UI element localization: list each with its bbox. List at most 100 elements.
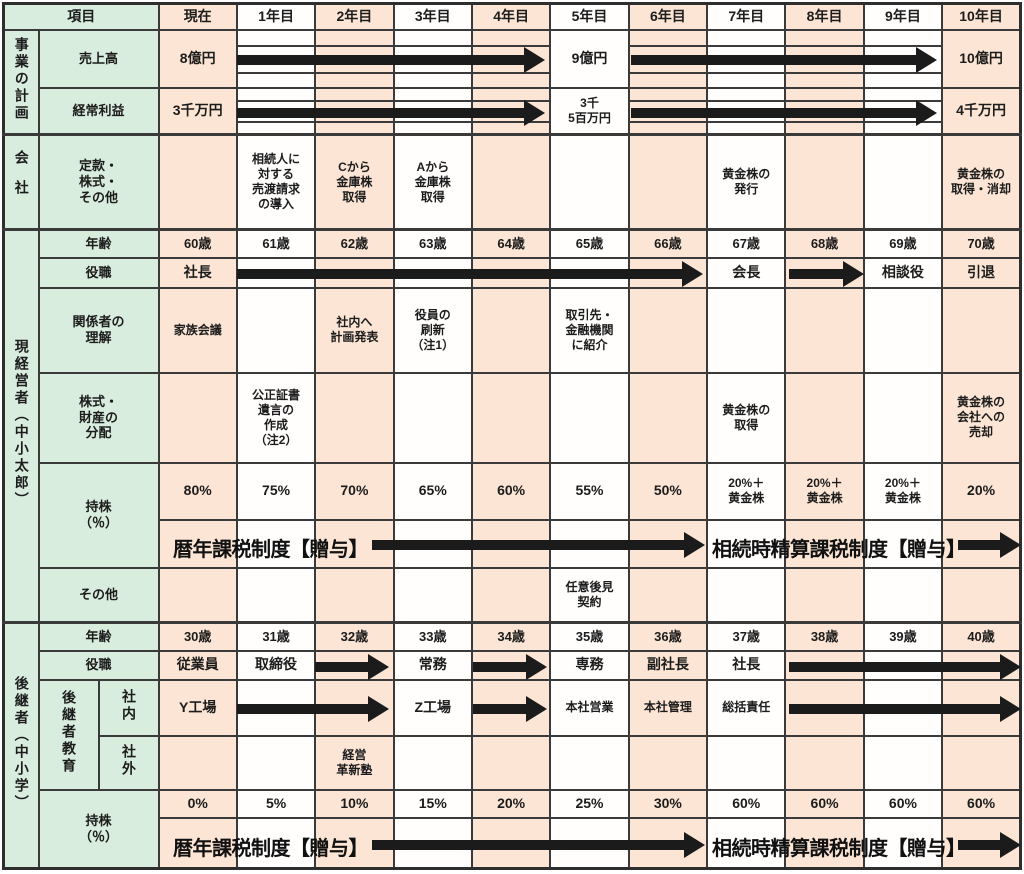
header-year5: 5年目 bbox=[549, 2, 630, 31]
arrow-education-factory-z bbox=[473, 704, 526, 714]
empty-cell bbox=[314, 566, 395, 624]
current-role-year10: 引退 bbox=[941, 256, 1022, 289]
current-role-year9: 相談役 bbox=[862, 256, 944, 289]
empty-cell bbox=[627, 371, 709, 464]
header-year2: 2年目 bbox=[314, 2, 395, 31]
arrow-successor-role-director bbox=[315, 662, 368, 672]
empty-cell bbox=[627, 566, 709, 624]
current-shares-y2: 70% bbox=[314, 461, 395, 521]
header-now: 現在 bbox=[157, 2, 238, 31]
group-company-label: 会社 bbox=[13, 150, 30, 211]
understanding-year5: 取引先・ 金融機関 に紹介 bbox=[549, 286, 630, 374]
empty-cell bbox=[470, 371, 552, 464]
current-age-y8: 68歳 bbox=[784, 228, 865, 259]
arrow-current-role-chairman bbox=[789, 269, 843, 279]
understanding-row: 関係者の 理解 家族会議 社内へ 計画発表 役員の 刷新 （注1） 取引先・ 金… bbox=[4, 286, 1022, 374]
successor-shares-y4: 20% bbox=[470, 788, 552, 819]
successor-shares-label: 持株 （％） bbox=[37, 788, 160, 870]
successor-role-year7: 社長 bbox=[706, 649, 787, 681]
sales-year5: 9億円 bbox=[549, 28, 630, 89]
header-row: 項目 現在 1年目 2年目 3年目 4年目 5年目 6年目 7年目 8年目 9年… bbox=[2, 2, 1022, 31]
arrow-successor-tax-ordinary bbox=[372, 840, 684, 850]
empty-cell bbox=[941, 286, 1022, 374]
header-item: 項目 bbox=[2, 2, 160, 31]
successor-age-now: 30歳 bbox=[157, 621, 238, 652]
current-age-y7: 67歳 bbox=[706, 228, 787, 259]
education-external-label: 社外 bbox=[121, 743, 138, 778]
current-shares-y6: 50% bbox=[627, 461, 709, 521]
education-internal-label-cell: 社内 bbox=[97, 678, 160, 737]
group-business-plan: 事業の計画 bbox=[2, 28, 40, 136]
successor-role-now: 従業員 bbox=[157, 649, 238, 681]
profit-year10: 4千万円 bbox=[941, 86, 1022, 136]
empty-cell bbox=[706, 518, 787, 569]
current-age-y5: 65歳 bbox=[549, 228, 630, 259]
empty-cell bbox=[470, 734, 552, 791]
distribution-year7: 黄金株の 取得 bbox=[706, 371, 787, 464]
successor-age-y6: 36歳 bbox=[627, 621, 709, 652]
empty-cell bbox=[157, 566, 238, 624]
empty-cell bbox=[470, 133, 552, 231]
header-year1: 1年目 bbox=[235, 2, 317, 31]
education-label: 後継者教育 bbox=[61, 690, 78, 776]
empty-cell bbox=[862, 566, 944, 624]
empty-cell bbox=[941, 566, 1022, 624]
arrow-current-role-president bbox=[237, 269, 682, 279]
empty-cell bbox=[314, 371, 395, 464]
profit-year5: 3千 5百万円 bbox=[549, 86, 630, 136]
current-shares-row: 持株 （％） 80% 75% 70% 65% 60% 55% 50% 20%＋ … bbox=[4, 461, 1022, 569]
empty-cell bbox=[157, 371, 238, 464]
successor-age-row: 後継者（中小学） 年齢 30歳 31歳 32歳 33歳 34歳 35歳 36歳 … bbox=[2, 621, 1022, 870]
current-shares-y10: 20% bbox=[941, 461, 1022, 521]
sales-year10: 10億円 bbox=[941, 28, 1022, 89]
header-year6: 6年目 bbox=[627, 2, 709, 31]
current-age-row: 現経営者（中小太郎） 年齢 60歳 61歳 62歳 63歳 64歳 65歳 66… bbox=[2, 228, 1022, 624]
current-shares-y8: 20%＋ 黄金株 bbox=[784, 461, 865, 521]
successor-age-y4: 34歳 bbox=[470, 621, 552, 652]
current-age-y9: 69歳 bbox=[862, 228, 944, 259]
other-label: その他 bbox=[37, 566, 160, 624]
profit-label: 経常利益 bbox=[37, 86, 160, 136]
current-shares-y1: 75% bbox=[235, 461, 317, 521]
distribution-row: 株式・ 財産の 分配 公正証書 遺言の 作成 （注2） 黄金株の 取得 黄金株の… bbox=[4, 371, 1022, 464]
empty-cell bbox=[862, 371, 944, 464]
current-age-y10: 70歳 bbox=[941, 228, 1022, 259]
header-year8: 8年目 bbox=[784, 2, 865, 31]
education-label-cell: 後継者教育 bbox=[37, 678, 100, 791]
empty-cell bbox=[784, 734, 865, 791]
arrow-education-supervision bbox=[789, 704, 1000, 714]
empty-cell bbox=[627, 133, 709, 231]
successor-shares-y7: 60% bbox=[706, 788, 787, 819]
company-year7: 黄金株の 発行 bbox=[706, 133, 787, 231]
successor-shares-y2: 10% bbox=[314, 788, 395, 819]
current-shares-label: 持株 （％） bbox=[37, 461, 160, 569]
empty-cell bbox=[627, 286, 709, 374]
company-year10: 黄金株の 取得・消却 bbox=[941, 133, 1022, 231]
arrow-sales-phase1 bbox=[237, 55, 524, 65]
sales-label: 売上高 bbox=[37, 28, 160, 89]
current-shares-y9: 20%＋ 黄金株 bbox=[862, 461, 944, 521]
current-role-now: 社長 bbox=[157, 256, 238, 289]
education-internal-year3: Z工場 bbox=[392, 678, 473, 737]
successor-shares-y5: 25% bbox=[549, 788, 630, 819]
education-internal-year7: 総括責任 bbox=[706, 678, 787, 737]
successor-role-label: 役職 bbox=[37, 649, 160, 681]
current-shares-y4: 60% bbox=[470, 461, 552, 521]
successor-shares-y8: 60% bbox=[784, 788, 865, 819]
education-internal-year5: 本社営業 bbox=[549, 678, 630, 737]
education-external-year2: 経営 革新塾 bbox=[314, 734, 395, 791]
empty-cell bbox=[862, 286, 944, 374]
empty-cell bbox=[706, 286, 787, 374]
empty-cell bbox=[862, 133, 944, 231]
education-internal-label: 社内 bbox=[121, 688, 138, 723]
sales-row: 事業の計画 売上高 8億円 9億円 10億円 bbox=[2, 28, 1022, 136]
distribution-year1: 公正証書 遺言の 作成 （注2） bbox=[235, 371, 317, 464]
current-other-row: その他 任意後見 契約 bbox=[4, 566, 1022, 624]
empty-cell bbox=[706, 734, 787, 791]
successor-age-y5: 35歳 bbox=[549, 621, 630, 652]
empty-cell bbox=[549, 133, 630, 231]
arrow-current-tax-settlement bbox=[958, 540, 1000, 550]
successor-tax-ordinary-label: 暦年課税制度【贈与】 bbox=[173, 838, 369, 860]
successor-age-y2: 32歳 bbox=[314, 621, 395, 652]
empty-cell bbox=[784, 566, 865, 624]
